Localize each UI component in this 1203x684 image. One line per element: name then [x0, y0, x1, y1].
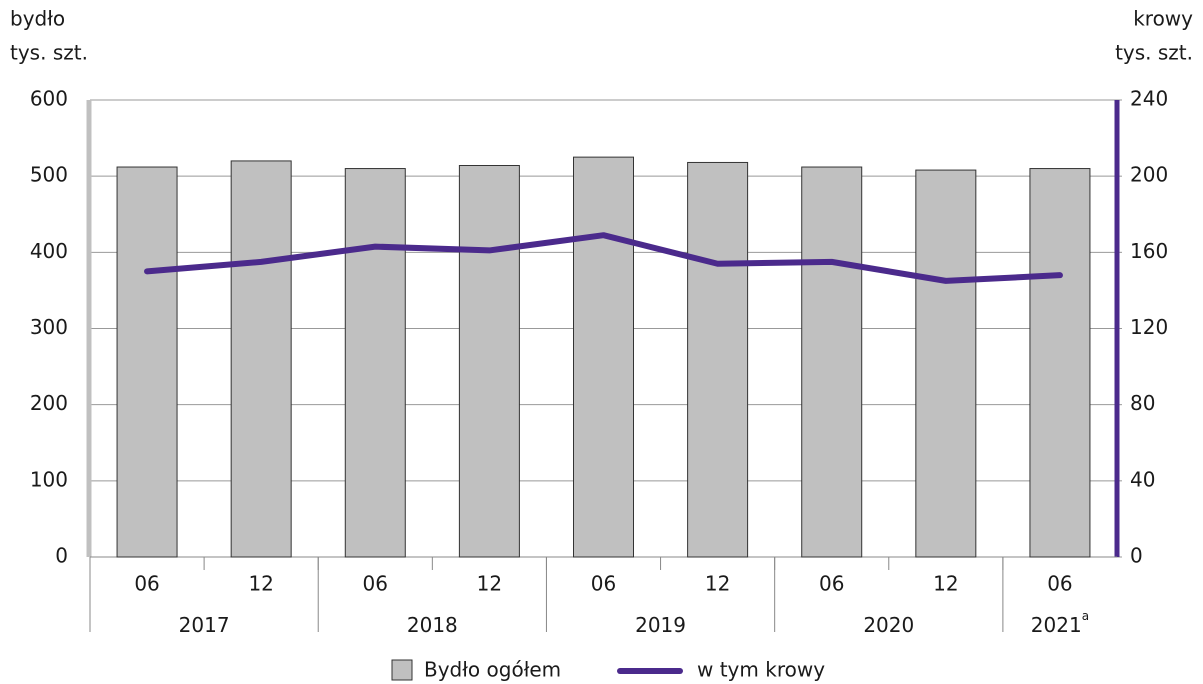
bar — [573, 156, 634, 558]
y2-tick-label: 120 — [1130, 315, 1168, 339]
line — [144, 232, 1063, 284]
x-tick-label: 12 — [477, 572, 502, 596]
y2-tick-label: 0 — [1130, 544, 1143, 568]
group-label: 2021a — [1031, 609, 1089, 637]
x-tick-label: 12 — [248, 572, 273, 596]
bar — [687, 161, 749, 558]
y-tick-label: 500 — [30, 163, 68, 187]
y2-tick-label: 200 — [1130, 163, 1168, 187]
x-tick-label: 06 — [1047, 572, 1072, 596]
y-tick-label: 200 — [30, 391, 68, 415]
group-label: 2018 — [407, 613, 458, 637]
x-tick-label: 12 — [933, 572, 958, 596]
y2-tick-label: 40 — [1130, 467, 1155, 491]
legend-label: w tym krowy — [697, 658, 825, 682]
y-tick-label: 0 — [55, 544, 68, 568]
y2-tick-label: 80 — [1130, 391, 1155, 415]
x-tick-label: 06 — [363, 572, 388, 596]
y-tick-label: 300 — [30, 315, 68, 339]
x-tick-label: 06 — [134, 572, 159, 596]
group-label: 2019 — [635, 613, 686, 637]
y2-tick-label: 240 — [1130, 87, 1168, 111]
group-label-text: 2020 — [863, 613, 914, 637]
y-axis-label: tys. szt. — [10, 41, 88, 65]
x-tick-label: 06 — [819, 572, 844, 596]
bar — [344, 168, 406, 558]
bar — [458, 165, 520, 558]
legend-swatch — [391, 659, 413, 681]
y-tick-label: 400 — [30, 239, 68, 263]
group-label-text: 2021 — [1031, 613, 1082, 637]
bar — [915, 169, 977, 558]
x-tick-label: 06 — [591, 572, 616, 596]
bar — [801, 166, 863, 558]
group-label-text: 2018 — [407, 613, 458, 637]
x-tick-label: 12 — [705, 572, 730, 596]
group-label-text: 2017 — [179, 613, 230, 637]
y-tick-label: 600 — [30, 87, 68, 111]
group-label-note: a — [1082, 609, 1089, 623]
group-label: 2020 — [863, 613, 914, 637]
legend-label: Bydło ogółem — [424, 658, 561, 682]
bar — [230, 160, 292, 558]
bar — [1029, 168, 1091, 558]
y2-tick-label: 160 — [1130, 239, 1168, 263]
y-tick-label: 100 — [30, 467, 68, 491]
bar — [116, 166, 178, 558]
group-label-text: 2019 — [635, 613, 686, 637]
y-axis-label: bydło — [10, 7, 65, 31]
group-label: 2017 — [179, 613, 230, 637]
y2-axis-label: tys. szt. — [1115, 41, 1193, 65]
y2-axis-label: krowy — [1133, 7, 1193, 31]
